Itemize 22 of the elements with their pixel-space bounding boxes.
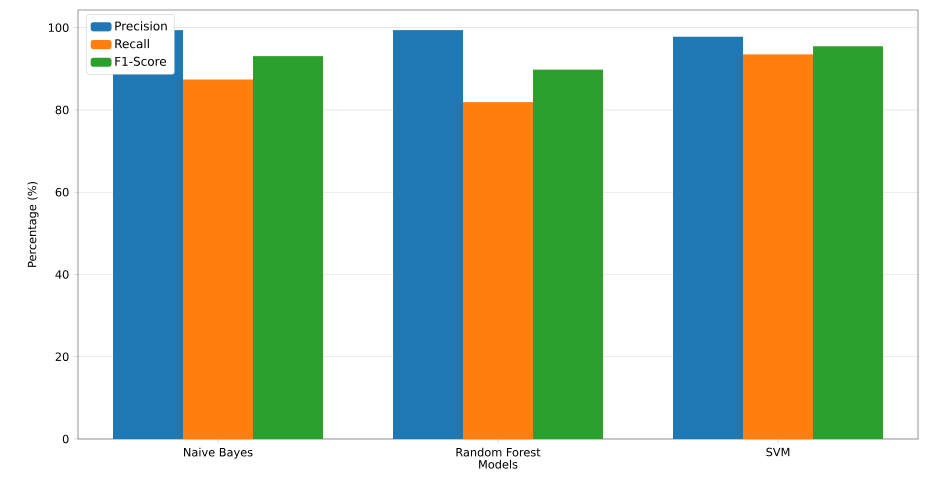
bar <box>393 30 464 439</box>
bar <box>673 36 744 439</box>
y-axis-title: Percentage (%) <box>28 182 39 267</box>
bar <box>463 102 534 439</box>
bar <box>743 54 814 439</box>
y-tick-label: 100 <box>48 23 69 32</box>
bar <box>183 80 254 439</box>
y-tick-label: 20 <box>56 352 69 362</box>
legend-label: Recall <box>115 39 149 48</box>
bar <box>813 46 884 439</box>
y-tick-label: 60 <box>56 188 69 196</box>
y-tick-label: 40 <box>55 270 69 279</box>
legend-label: F1-Score <box>115 56 166 66</box>
y-tick-label: 80 <box>56 106 69 114</box>
x-tick-label: Random Forest <box>456 448 540 456</box>
y-tick-label: 0 <box>62 434 69 444</box>
bar <box>253 56 324 439</box>
x-axis-title: Models <box>479 460 518 469</box>
x-tick-label: Naive Bayes <box>184 448 253 459</box>
legend-label: Precision <box>115 21 167 31</box>
bar <box>533 70 603 439</box>
x-tick-label: SVM <box>766 448 790 456</box>
